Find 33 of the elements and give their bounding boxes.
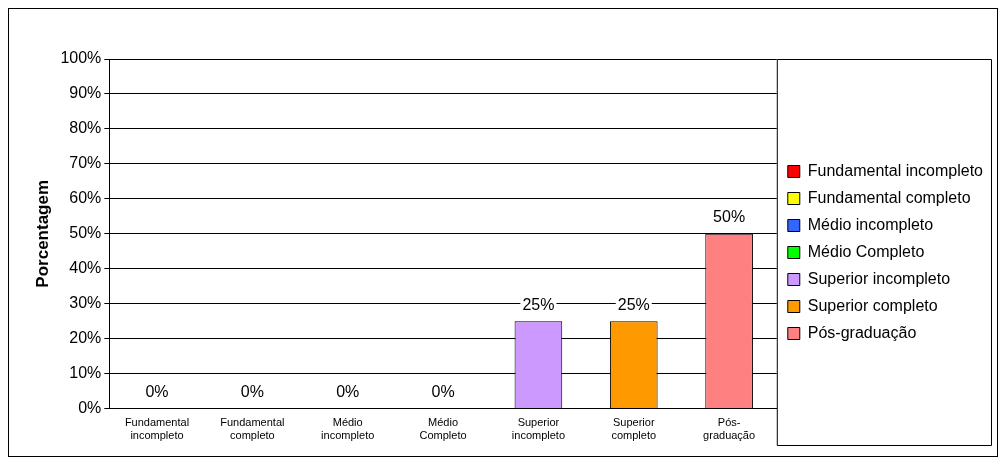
x-tick-label: Fundamental completo bbox=[220, 416, 285, 442]
y-tick-label: 60% bbox=[69, 189, 102, 207]
y-tick-label: 40% bbox=[69, 259, 102, 277]
y-tick-label: 10% bbox=[69, 364, 102, 382]
legend-label: Fundamental incompleto bbox=[807, 161, 984, 179]
legend-label: Médio Completo bbox=[807, 242, 925, 260]
x-tick-label: Superior incompleto bbox=[511, 416, 566, 442]
data-label: 0% bbox=[240, 383, 264, 401]
data-label: 0% bbox=[145, 383, 169, 401]
x-tick-label: Superior completo bbox=[611, 416, 657, 442]
y-tick-label: 0% bbox=[78, 399, 102, 417]
y-tick-label: 50% bbox=[69, 224, 102, 242]
data-label: 25% bbox=[522, 295, 555, 313]
x-tick-label: Pós-graduação bbox=[703, 416, 756, 442]
x-tick-label: Fundamental incompleto bbox=[124, 416, 190, 442]
legend-label: Fundamental completo bbox=[807, 188, 971, 206]
legend-label: Superior completo bbox=[807, 296, 938, 314]
y-tick-label: 90% bbox=[69, 84, 102, 102]
data-label: 0% bbox=[431, 383, 455, 401]
legend-label: Médio incompleto bbox=[807, 215, 934, 233]
y-tick-label: 100% bbox=[60, 49, 102, 67]
x-tick-label: Médio incompleto bbox=[321, 416, 375, 442]
data-label: 25% bbox=[617, 295, 650, 313]
y-tick-label: 20% bbox=[69, 329, 102, 347]
data-label: 0% bbox=[336, 383, 360, 401]
y-tick-label: 80% bbox=[69, 119, 102, 137]
legend-label: Pós-graduação bbox=[807, 323, 917, 341]
legend-label: Superior incompleto bbox=[807, 269, 951, 287]
y-tick-label: 30% bbox=[69, 294, 102, 312]
y-tick-label: 70% bbox=[69, 154, 102, 172]
y-axis-title: Porcentagem bbox=[32, 179, 52, 288]
x-tick-label: Médio Completo bbox=[419, 416, 467, 442]
data-label: 50% bbox=[713, 208, 746, 226]
